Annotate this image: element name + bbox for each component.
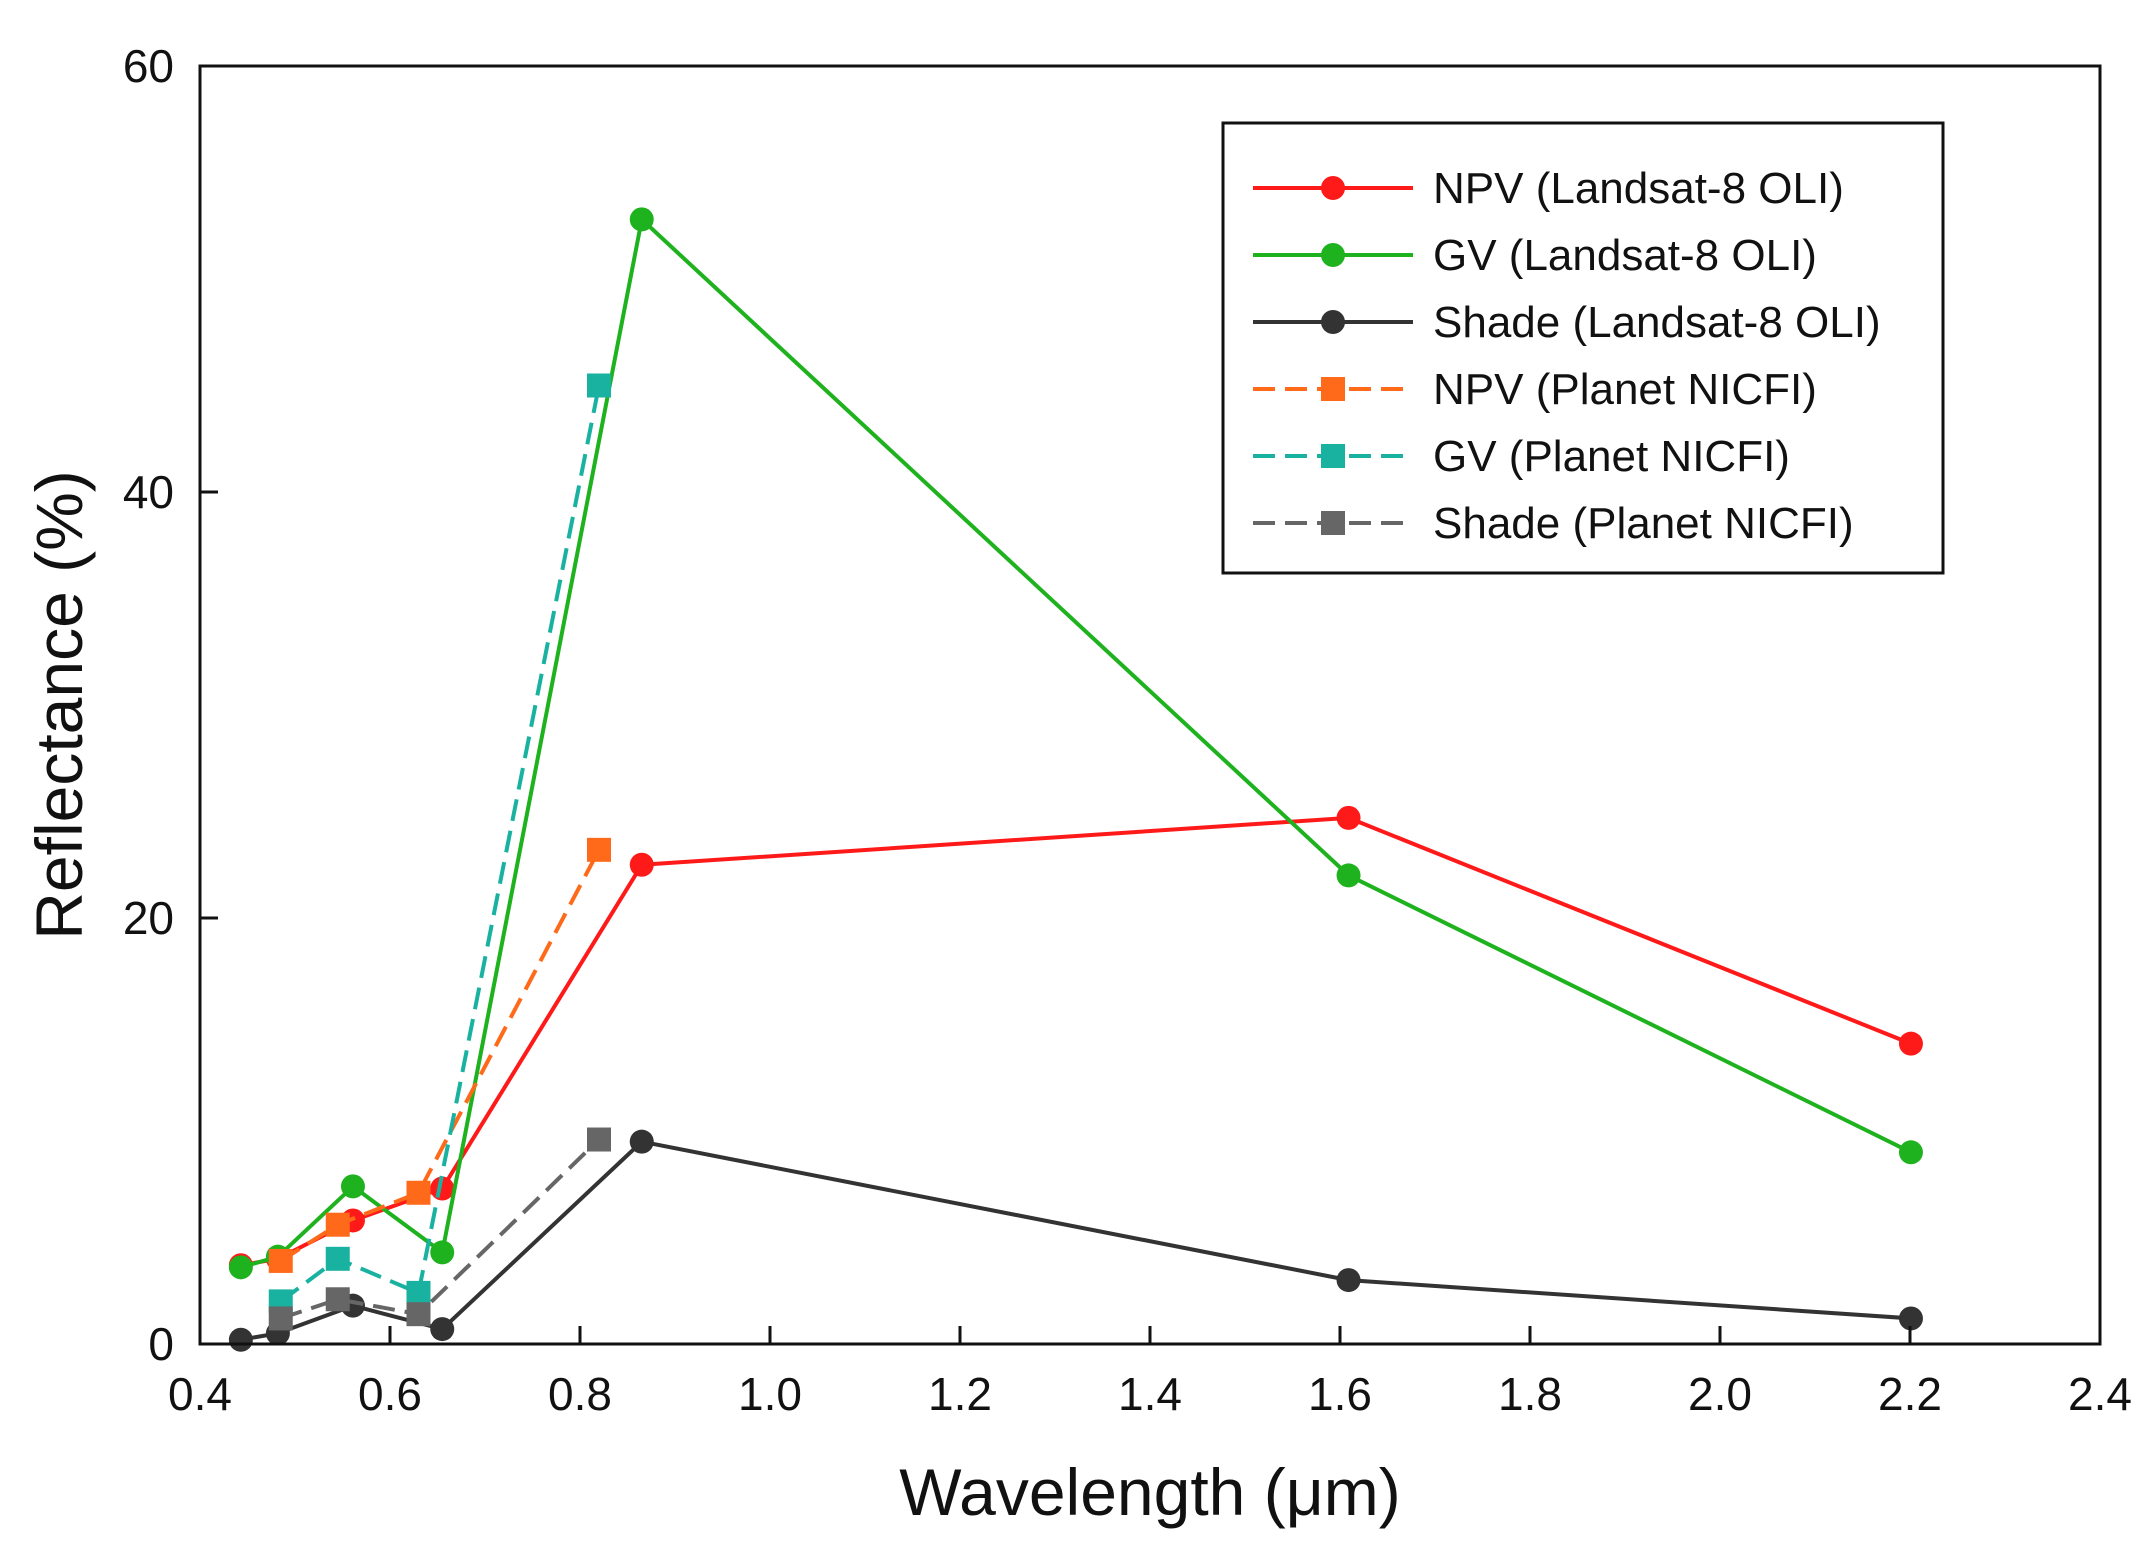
legend-marker	[1321, 310, 1345, 334]
y-tick-label: 20	[123, 892, 174, 944]
series-line	[279, 385, 601, 1304]
series-4	[268, 373, 611, 1314]
legend-label: Shade (Planet NICFI)	[1433, 499, 1854, 548]
data-point	[430, 1317, 455, 1342]
data-point	[406, 1180, 431, 1205]
series-5	[268, 1127, 611, 1331]
series-2	[228, 1129, 1923, 1352]
x-tick-label: 0.6	[358, 1368, 422, 1420]
data-point	[406, 1280, 431, 1305]
legend-entry: GV (Landsat-8 OLI)	[1253, 231, 1817, 280]
legend-label: NPV (Planet NICFI)	[1433, 365, 1817, 414]
legend-label: NPV (Landsat-8 OLI)	[1433, 164, 1844, 213]
data-point	[325, 1212, 350, 1237]
data-point	[325, 1246, 350, 1271]
x-tick-label: 2.2	[1878, 1368, 1942, 1420]
legend-entries: NPV (Landsat-8 OLI) GV (Landsat-8 OLI) Sha…	[1253, 164, 1881, 548]
data-point	[1898, 1140, 1923, 1165]
x-tick-label: 1.2	[928, 1368, 992, 1420]
x-tick-label: 0.4	[168, 1368, 232, 1420]
data-point	[1898, 1306, 1923, 1331]
data-point	[268, 1248, 293, 1273]
data-point	[430, 1240, 455, 1265]
data-point	[1898, 1031, 1923, 1056]
legend: NPV (Landsat-8 OLI) GV (Landsat-8 OLI) Sha…	[1221, 121, 1945, 575]
legend-label: GV (Planet NICFI)	[1433, 432, 1790, 481]
x-tick-label: 2.4	[2068, 1368, 2132, 1420]
data-point	[587, 1127, 611, 1152]
data-point	[629, 1129, 654, 1154]
y-tick-label: 40	[123, 466, 174, 518]
data-point	[587, 373, 611, 398]
data-point	[1336, 805, 1361, 830]
x-tick-label: 1.0	[738, 1368, 802, 1420]
series-line	[280, 1138, 601, 1321]
series-3	[268, 837, 611, 1273]
legend-entry: GV (Planet NICFI)	[1253, 432, 1790, 481]
series-layer	[228, 207, 1923, 1352]
legend-entry: NPV (Planet NICFI)	[1253, 365, 1817, 414]
legend-marker	[1321, 176, 1345, 200]
x-tick-label: 2.0	[1688, 1368, 1752, 1420]
legend-marker	[1321, 243, 1345, 267]
legend-marker	[1321, 377, 1345, 401]
data-point	[268, 1306, 293, 1331]
legend-entry: Shade (Landsat-8 OLI)	[1253, 298, 1881, 347]
x-axis: 0.4 0.6 0.8 1.0 1.2 1.4 1.6 1.8 2.0 2.2 2.4	[168, 1326, 2132, 1420]
data-point	[325, 1287, 350, 1312]
series-line	[279, 848, 601, 1263]
data-point	[406, 1302, 431, 1327]
x-tick-label: 1.4	[1118, 1368, 1182, 1420]
legend-entry: NPV (Landsat-8 OLI)	[1253, 164, 1844, 213]
y-axis: 0 20 40 60	[123, 40, 218, 1370]
data-point	[228, 1327, 253, 1352]
legend-marker	[1321, 511, 1345, 535]
data-point	[340, 1174, 365, 1199]
legend-label: Shade (Landsat-8 OLI)	[1433, 298, 1881, 347]
x-tick-label: 0.8	[548, 1368, 612, 1420]
data-point	[587, 837, 611, 862]
x-tick-label: 1.6	[1308, 1368, 1372, 1420]
legend-entry: Shade (Planet NICFI)	[1253, 499, 1854, 548]
legend-label: GV (Landsat-8 OLI)	[1433, 231, 1817, 280]
y-tick-label: 0	[148, 1318, 174, 1370]
data-point	[1336, 1268, 1361, 1293]
y-axis-title: Reflectance (%)	[22, 470, 96, 940]
data-point	[629, 207, 654, 232]
x-tick-label: 1.8	[1498, 1368, 1562, 1420]
x-axis-title: Wavelength (μm)	[899, 1455, 1400, 1529]
legend-marker	[1321, 444, 1345, 468]
y-tick-label: 60	[123, 40, 174, 92]
data-point	[629, 852, 654, 877]
data-point	[228, 1255, 253, 1280]
legend-box	[1221, 121, 1945, 575]
data-point	[1336, 863, 1361, 888]
